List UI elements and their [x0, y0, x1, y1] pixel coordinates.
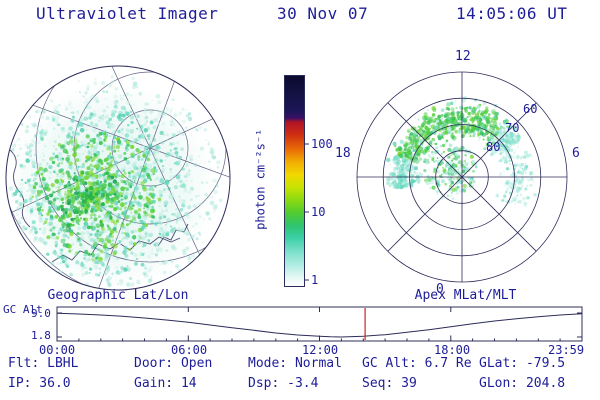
date-label: 30 Nov 07	[277, 4, 369, 23]
status-glon: GLon: 204.8	[479, 376, 566, 391]
alt-axis-title: GC Alt	[3, 303, 43, 316]
status-seq: Seq: 39	[362, 376, 417, 391]
fov-circle	[5, 65, 231, 291]
aurora-image-geographic	[8, 75, 223, 288]
aurora-image-apex	[386, 96, 537, 208]
mlat-label-60: 60	[523, 102, 538, 116]
colorbar-tick-1: 1	[311, 273, 319, 287]
status-gain: Gain: 14	[134, 376, 197, 391]
colorbar-tick-100: 100	[311, 137, 333, 151]
mlat-label-80: 80	[486, 140, 501, 154]
x-tick-1800: 18:00	[434, 343, 471, 357]
status-glat: GLat: -79.5	[479, 356, 566, 371]
right-panel-caption: Apex MLat/MLT	[414, 288, 517, 303]
mlt-label-12: 12	[455, 49, 471, 64]
page-title: Ultraviolet Imager	[36, 4, 219, 23]
status-flt: Flt: LBHL	[8, 356, 79, 371]
alt-ymin-label: 1.8	[31, 329, 51, 342]
status-ip: IP: 36.0	[8, 376, 71, 391]
mlt-label-0: 0	[436, 282, 444, 297]
colorbar	[284, 75, 305, 287]
altitude-plot	[56, 306, 583, 342]
x-tick-2359: 23:59	[548, 343, 585, 357]
apex-panel	[356, 71, 568, 283]
status-door: Door: Open	[134, 356, 213, 371]
mlt-label-18: 18	[335, 146, 351, 161]
colorbar-tick-10: 10	[311, 205, 326, 219]
status-gcalt: GC Alt: 6.7 Re	[362, 356, 472, 371]
x-tick-0600: 06:00	[171, 343, 208, 357]
geographic-panel	[5, 65, 231, 291]
alt-ymax-label: 9.0	[31, 307, 51, 320]
mlat-label-70: 70	[505, 121, 520, 135]
time-label: 14:05:06 UT	[456, 4, 568, 23]
polar-grid	[356, 71, 568, 283]
alt-axis-ticks	[57, 307, 582, 341]
x-tick-0000: 00:00	[39, 343, 76, 357]
colorbar-axis-label: photon cm⁻²s⁻¹	[253, 128, 268, 230]
mlt-label-6: 6	[572, 146, 580, 161]
status-dsp: Dsp: -3.4	[248, 376, 319, 391]
status-mode: Mode: Normal	[248, 356, 342, 371]
colorbar-tick-marks	[305, 143, 309, 281]
left-panel-caption: Geographic Lat/Lon	[47, 288, 189, 303]
x-tick-1200: 12:00	[302, 343, 339, 357]
altitude-curve	[56, 312, 583, 338]
